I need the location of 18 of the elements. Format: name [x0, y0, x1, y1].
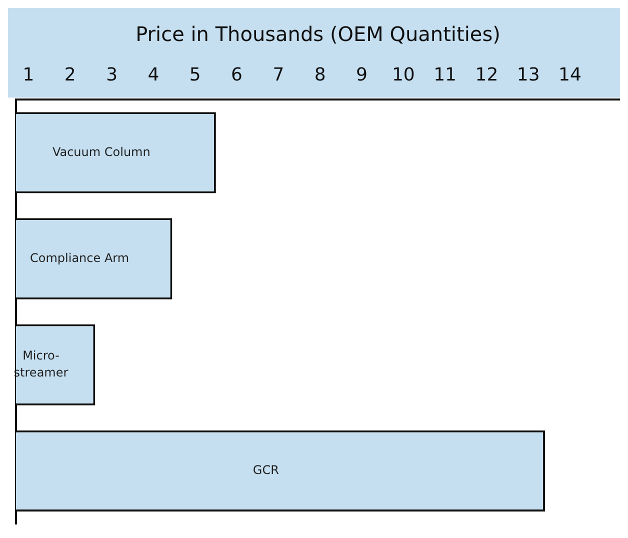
x-tick-label: 8 — [314, 64, 326, 86]
x-tick-label: 5 — [189, 64, 201, 86]
x-tick-label: 7 — [272, 64, 284, 86]
x-tick-label: 13 — [516, 64, 540, 86]
x-tick-label: 4 — [148, 64, 160, 86]
y-tick-label: Vacuum Column — [52, 144, 150, 159]
x-tick-label: 6 — [231, 64, 242, 86]
y-tick-label: Compliance Arm — [30, 250, 130, 265]
x-tick-label: 11 — [434, 64, 456, 86]
x-tick-label: 2 — [64, 64, 76, 86]
x-tick-label: 12 — [475, 64, 498, 86]
x-tick-label: 1 — [22, 64, 34, 86]
y-tick-label: GCR — [252, 463, 279, 478]
x-tick-label: 10 — [392, 64, 415, 86]
x-tick-label: 9 — [356, 64, 368, 86]
x-tick-label: 3 — [106, 64, 118, 86]
x-axis-title: Price in Thousands (OEM Quantities) — [136, 22, 500, 46]
x-tick-label: 14 — [558, 64, 582, 86]
